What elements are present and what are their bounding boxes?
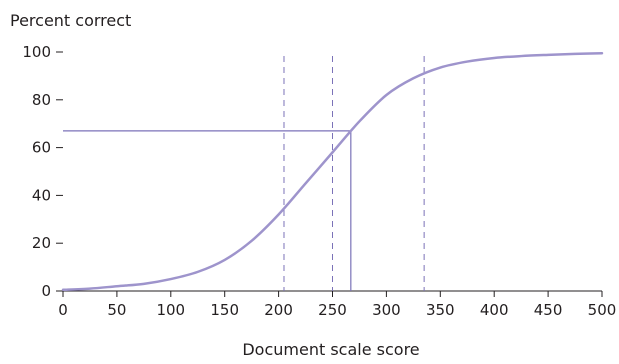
y-tick-label: 40 xyxy=(32,186,51,204)
x-tick-label: 400 xyxy=(480,301,509,319)
y-tick-label: 0 xyxy=(41,282,51,300)
x-tick-label: 100 xyxy=(156,301,185,319)
x-axis-title: Document scale score xyxy=(242,340,419,359)
x-tick-label: 250 xyxy=(318,301,347,319)
x-tick-label: 350 xyxy=(426,301,455,319)
series-group xyxy=(61,51,604,292)
series-line xyxy=(61,51,604,292)
y-tick-label: 20 xyxy=(32,234,51,252)
x-tick-label: 450 xyxy=(534,301,563,319)
x-tick-label: 200 xyxy=(264,301,293,319)
x-tick-label: 50 xyxy=(107,301,126,319)
x-tick-label: 500 xyxy=(588,301,617,319)
y-axis-title: Percent correct xyxy=(10,11,131,30)
axes: 0 50 100 150 200 250 300 350 400 450 500 0 20 40 60 80 1… xyxy=(22,43,616,319)
x-tick-label: 150 xyxy=(210,301,239,319)
x-tick-label: 300 xyxy=(372,301,401,319)
y-tick-label: 100 xyxy=(22,43,51,61)
x-tick-label: 0 xyxy=(58,301,68,319)
reference-lines xyxy=(63,56,425,291)
y-tick-label: 80 xyxy=(32,91,51,109)
y-tick-label: 60 xyxy=(32,139,51,157)
